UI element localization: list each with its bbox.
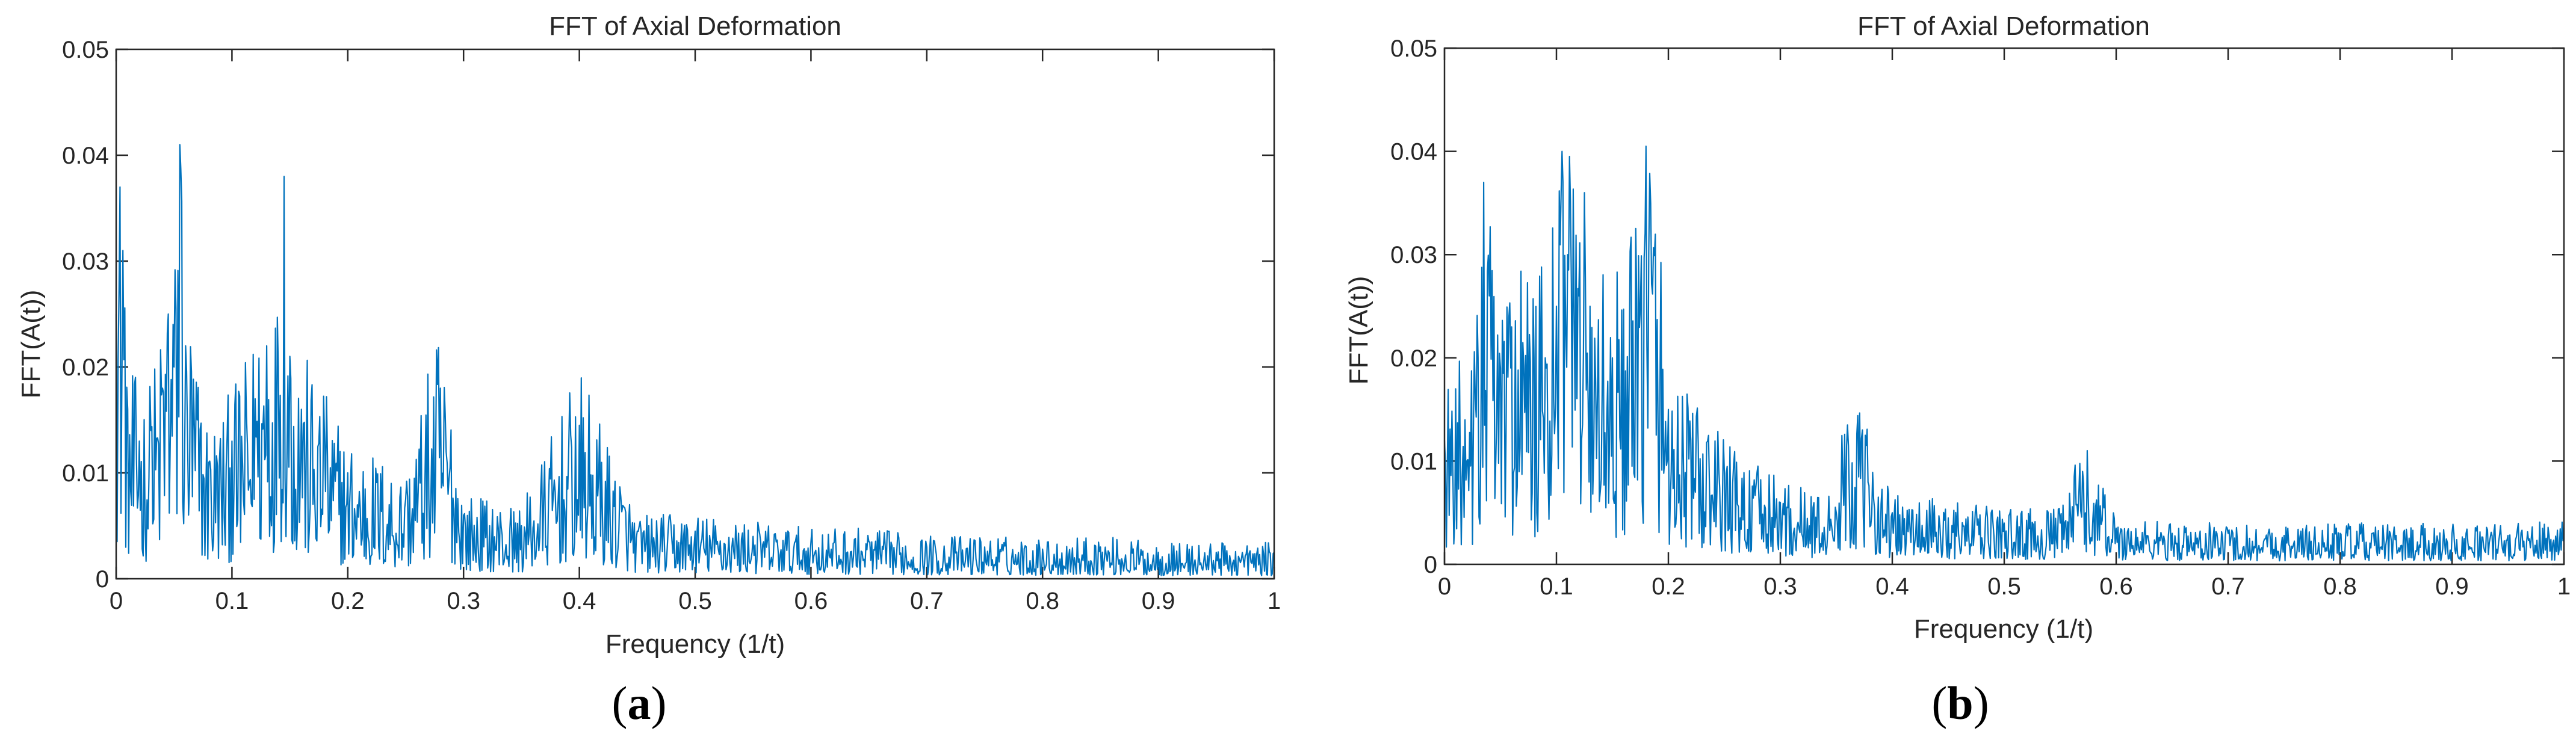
x-tick-label: 0.4 bbox=[563, 588, 596, 614]
y-tick-label: 0.04 bbox=[1390, 139, 1437, 165]
axes-box bbox=[115, 48, 1275, 580]
y-ticks: 0 0.01 0.02 0.03 0.04 0.05 bbox=[1390, 35, 2564, 578]
x-tick-label: 0.5 bbox=[678, 588, 712, 614]
plot-title: FFT of Axial Deformation bbox=[1857, 11, 2150, 41]
y-tick-label: 0.02 bbox=[1390, 345, 1437, 372]
plot-title: FFT of Axial Deformation bbox=[549, 11, 841, 41]
y-tick-label: 0 bbox=[1424, 552, 1437, 578]
panel-letter: b bbox=[1947, 677, 1973, 729]
series-line bbox=[115, 144, 1275, 576]
panel-a: FFT of Axial Deformation Frequency (1/t)… bbox=[16, 11, 1281, 729]
x-axis-label: Frequency (1/t) bbox=[605, 629, 785, 659]
y-tick-label: 0.02 bbox=[62, 354, 109, 381]
x-tick-label: 0.8 bbox=[2323, 573, 2357, 600]
series-line bbox=[1443, 145, 2565, 562]
x-ticks: 0 0.1 0.2 0.3 0.4 0.5 0.6 0.7 0.8 0.9 1 bbox=[1438, 48, 2571, 600]
x-tick-label: 0.6 bbox=[2099, 573, 2133, 600]
axes-box bbox=[1443, 47, 2565, 566]
x-tick-label: 0.3 bbox=[447, 588, 480, 614]
panel-label: (a) bbox=[612, 677, 667, 729]
panel-b: FFT of Axial Deformation Frequency (1/t)… bbox=[1344, 11, 2571, 729]
x-tick-label: 0.7 bbox=[910, 588, 944, 614]
x-tick-label: 0.8 bbox=[1026, 588, 1059, 614]
x-tick-label: 0 bbox=[1438, 573, 1451, 600]
y-ticks: 0 0.01 0.02 0.03 0.04 0.05 bbox=[62, 37, 1274, 593]
y-tick-label: 0.01 bbox=[62, 460, 109, 487]
panel-label: (b) bbox=[1931, 677, 1989, 729]
x-tick-label: 0.9 bbox=[2435, 573, 2469, 600]
y-tick-label: 0.04 bbox=[62, 143, 109, 169]
y-tick-label: 0.05 bbox=[62, 37, 109, 63]
x-tick-label: 0.4 bbox=[1875, 573, 1909, 600]
y-tick-label: 0 bbox=[96, 566, 109, 593]
y-axis-label: FFT(A(t)) bbox=[16, 290, 46, 399]
y-axis-label: FFT(A(t)) bbox=[1344, 276, 1373, 385]
x-tick-label: 1 bbox=[1268, 588, 1281, 614]
x-tick-label: 0.3 bbox=[1763, 573, 1797, 600]
x-tick-label: 0.2 bbox=[1652, 573, 1685, 600]
x-tick-label: 0.6 bbox=[794, 588, 828, 614]
x-tick-label: 0 bbox=[110, 588, 123, 614]
x-tick-label: 0.1 bbox=[215, 588, 249, 614]
x-axis-label: Frequency (1/t) bbox=[1914, 614, 2093, 644]
y-tick-label: 0.05 bbox=[1390, 35, 1437, 62]
y-tick-label: 0.03 bbox=[1390, 242, 1437, 268]
x-tick-label: 0.7 bbox=[2211, 573, 2245, 600]
x-tick-label: 0.5 bbox=[1987, 573, 2021, 600]
x-tick-label: 0.2 bbox=[331, 588, 365, 614]
panel-letter: a bbox=[628, 677, 651, 729]
y-tick-label: 0.01 bbox=[1390, 448, 1437, 475]
x-tick-label: 0.9 bbox=[1142, 588, 1175, 614]
y-tick-label: 0.03 bbox=[62, 248, 109, 275]
x-tick-label: 0.1 bbox=[1540, 573, 1573, 600]
x-ticks: 0 0.1 0.2 0.3 0.4 0.5 0.6 0.7 0.8 0.9 1 bbox=[110, 49, 1281, 614]
x-tick-label: 1 bbox=[2557, 573, 2571, 600]
